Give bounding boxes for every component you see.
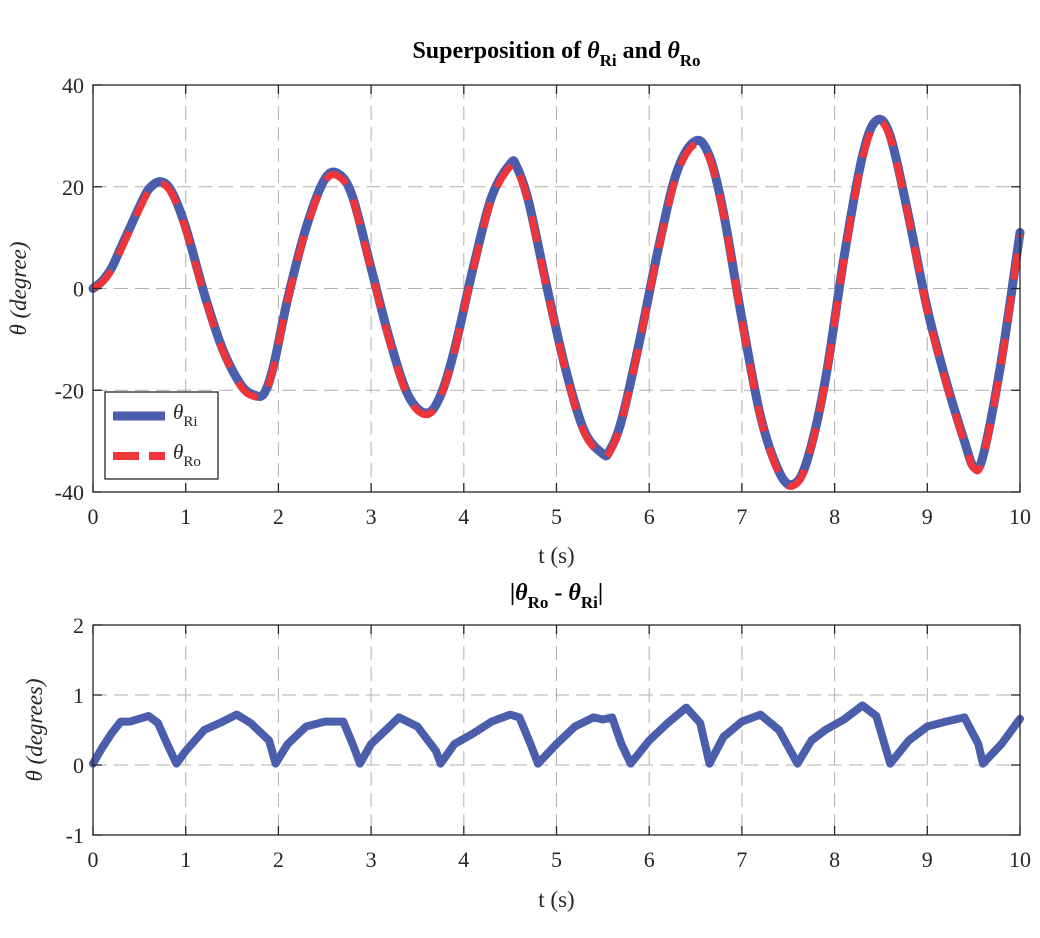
top-x-axis-label: t (s) bbox=[538, 543, 574, 568]
x-tick-label: 5 bbox=[551, 504, 562, 529]
x-tick-label: 10 bbox=[1009, 847, 1031, 872]
x-tick-label: 0 bbox=[88, 847, 99, 872]
y-tick-label: 20 bbox=[62, 175, 84, 200]
bottom-grid bbox=[93, 625, 1020, 835]
bottom-chart-title: |θRo - θRi| bbox=[510, 580, 603, 612]
x-tick-label: 1 bbox=[180, 504, 191, 529]
x-tick-label: 8 bbox=[829, 504, 840, 529]
legend-label-theta-ri: θRi bbox=[173, 400, 198, 430]
x-tick-label: 6 bbox=[644, 504, 655, 529]
top-series bbox=[88, 114, 1025, 490]
y-tick-label: 1 bbox=[73, 683, 84, 708]
x-tick-label: 4 bbox=[458, 504, 469, 529]
y-tick-label: -1 bbox=[66, 823, 84, 848]
y-tick-label: -40 bbox=[55, 480, 84, 505]
y-tick-label: 40 bbox=[62, 73, 84, 98]
x-tick-label: 9 bbox=[922, 847, 933, 872]
x-tick-label: 3 bbox=[366, 504, 377, 529]
x-tick-label: 1 bbox=[180, 847, 191, 872]
bottom-y-axis-label-text: θ (degrees) bbox=[22, 678, 47, 781]
x-tick-label: 2 bbox=[273, 504, 284, 529]
legend-label-theta-ro: θRo bbox=[173, 440, 201, 470]
top-y-axis-label-text: θ (degree) bbox=[6, 241, 31, 335]
top-grid bbox=[93, 85, 1020, 492]
x-tick-label: 5 bbox=[551, 847, 562, 872]
top-chart-title: Superposition of θRi and θRo bbox=[412, 38, 700, 70]
y-tick-label: -20 bbox=[55, 378, 84, 403]
bottom-y-axis-label: θ (degrees) bbox=[22, 678, 47, 781]
bottom-series bbox=[89, 701, 1024, 768]
x-tick-label: 7 bbox=[736, 504, 747, 529]
x-tick-label: 8 bbox=[829, 847, 840, 872]
y-tick-label: 0 bbox=[73, 277, 84, 302]
x-tick-label: 10 bbox=[1009, 504, 1031, 529]
x-tick-label: 3 bbox=[366, 847, 377, 872]
x-tick-label: 2 bbox=[273, 847, 284, 872]
series-line-theta-ro bbox=[91, 118, 1024, 490]
top-ticks: 0 1 2 3 4 5 6 7 8 9 10 -40 -20 0 20 40 bbox=[55, 73, 1031, 529]
bottom-x-axis-label: t (s) bbox=[538, 887, 574, 912]
x-tick-label: 7 bbox=[736, 847, 747, 872]
y-tick-label: 2 bbox=[73, 613, 84, 638]
series-line-diff bbox=[89, 701, 1024, 768]
x-tick-label: 0 bbox=[88, 504, 99, 529]
top-chart: 0 1 2 3 4 5 6 7 8 9 10 -40 -20 0 20 40 Superposition of… bbox=[6, 38, 1031, 568]
x-tick-label: 6 bbox=[644, 847, 655, 872]
top-y-axis-label: θ (degree) bbox=[6, 241, 31, 335]
x-tick-label: 9 bbox=[922, 504, 933, 529]
legend-box bbox=[104, 391, 219, 480]
legend: θRi θRo bbox=[104, 391, 219, 480]
x-tick-label: 4 bbox=[458, 847, 469, 872]
y-tick-label: 0 bbox=[73, 753, 84, 778]
